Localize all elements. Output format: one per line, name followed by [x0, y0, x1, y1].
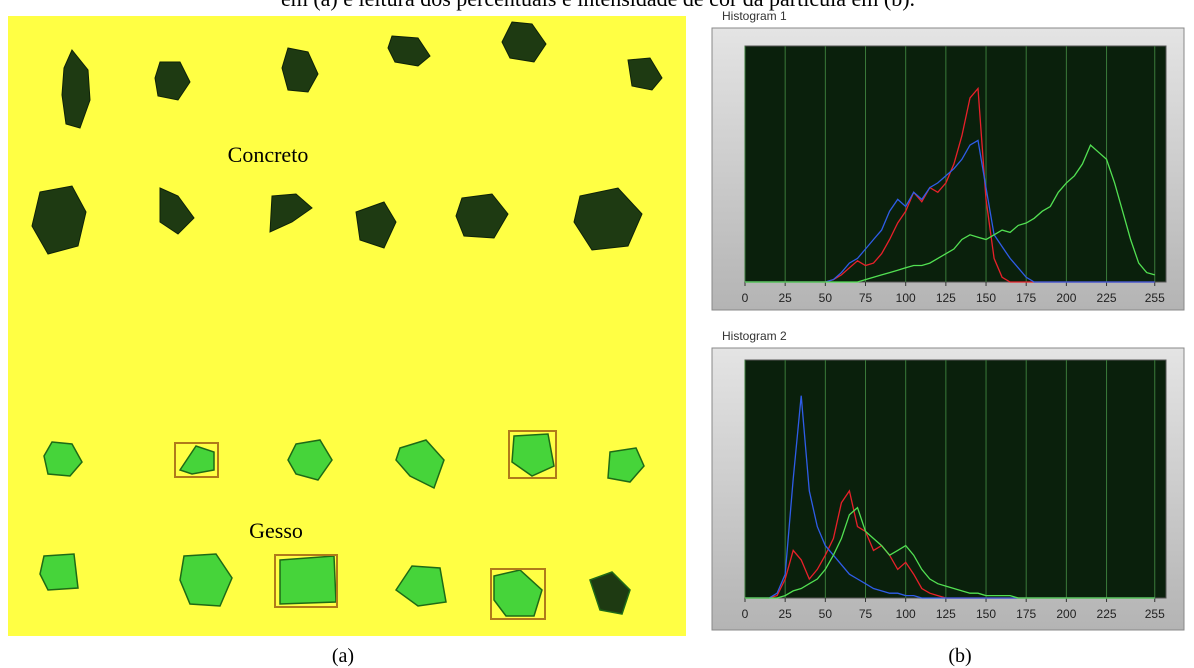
panel-tag: (a) — [332, 645, 354, 667]
figure: em (a) e leitura dos percentuais e inten… — [0, 0, 1194, 668]
x-tick-label: 100 — [896, 291, 916, 305]
x-tick-label: 75 — [859, 291, 873, 305]
caption: em (a) e leitura dos percentuais e inten… — [281, 0, 915, 11]
x-tick-label: 175 — [1016, 291, 1036, 305]
chart-title: Histogram 1 — [722, 9, 787, 23]
x-tick-label: 255 — [1145, 607, 1165, 621]
x-tick-label: 50 — [819, 291, 833, 305]
panel-tag: (b) — [948, 645, 971, 667]
x-tick-label: 255 — [1145, 291, 1165, 305]
x-tick-label: 0 — [742, 291, 749, 305]
particle — [280, 556, 336, 604]
particle — [40, 554, 78, 590]
x-tick-label: 125 — [936, 291, 956, 305]
x-tick-label: 0 — [742, 607, 749, 621]
x-tick-label: 25 — [778, 607, 792, 621]
x-tick-label: 200 — [1056, 291, 1076, 305]
x-tick-label: 150 — [976, 607, 996, 621]
x-tick-label: 200 — [1056, 607, 1076, 621]
x-tick-label: 125 — [936, 607, 956, 621]
x-tick-label: 75 — [859, 607, 873, 621]
image-background — [8, 16, 686, 636]
x-tick-label: 150 — [976, 291, 996, 305]
x-tick-label: 225 — [1097, 607, 1117, 621]
x-tick-label: 225 — [1097, 291, 1117, 305]
x-tick-label: 25 — [778, 291, 792, 305]
x-tick-label: 100 — [896, 607, 916, 621]
x-tick-label: 50 — [819, 607, 833, 621]
label-concreto: Concreto — [228, 142, 309, 167]
x-tick-label: 175 — [1016, 607, 1036, 621]
label-gesso: Gesso — [249, 518, 303, 543]
panel-a: Concreto Gesso — [8, 16, 686, 636]
chart-title: Histogram 2 — [722, 329, 787, 343]
